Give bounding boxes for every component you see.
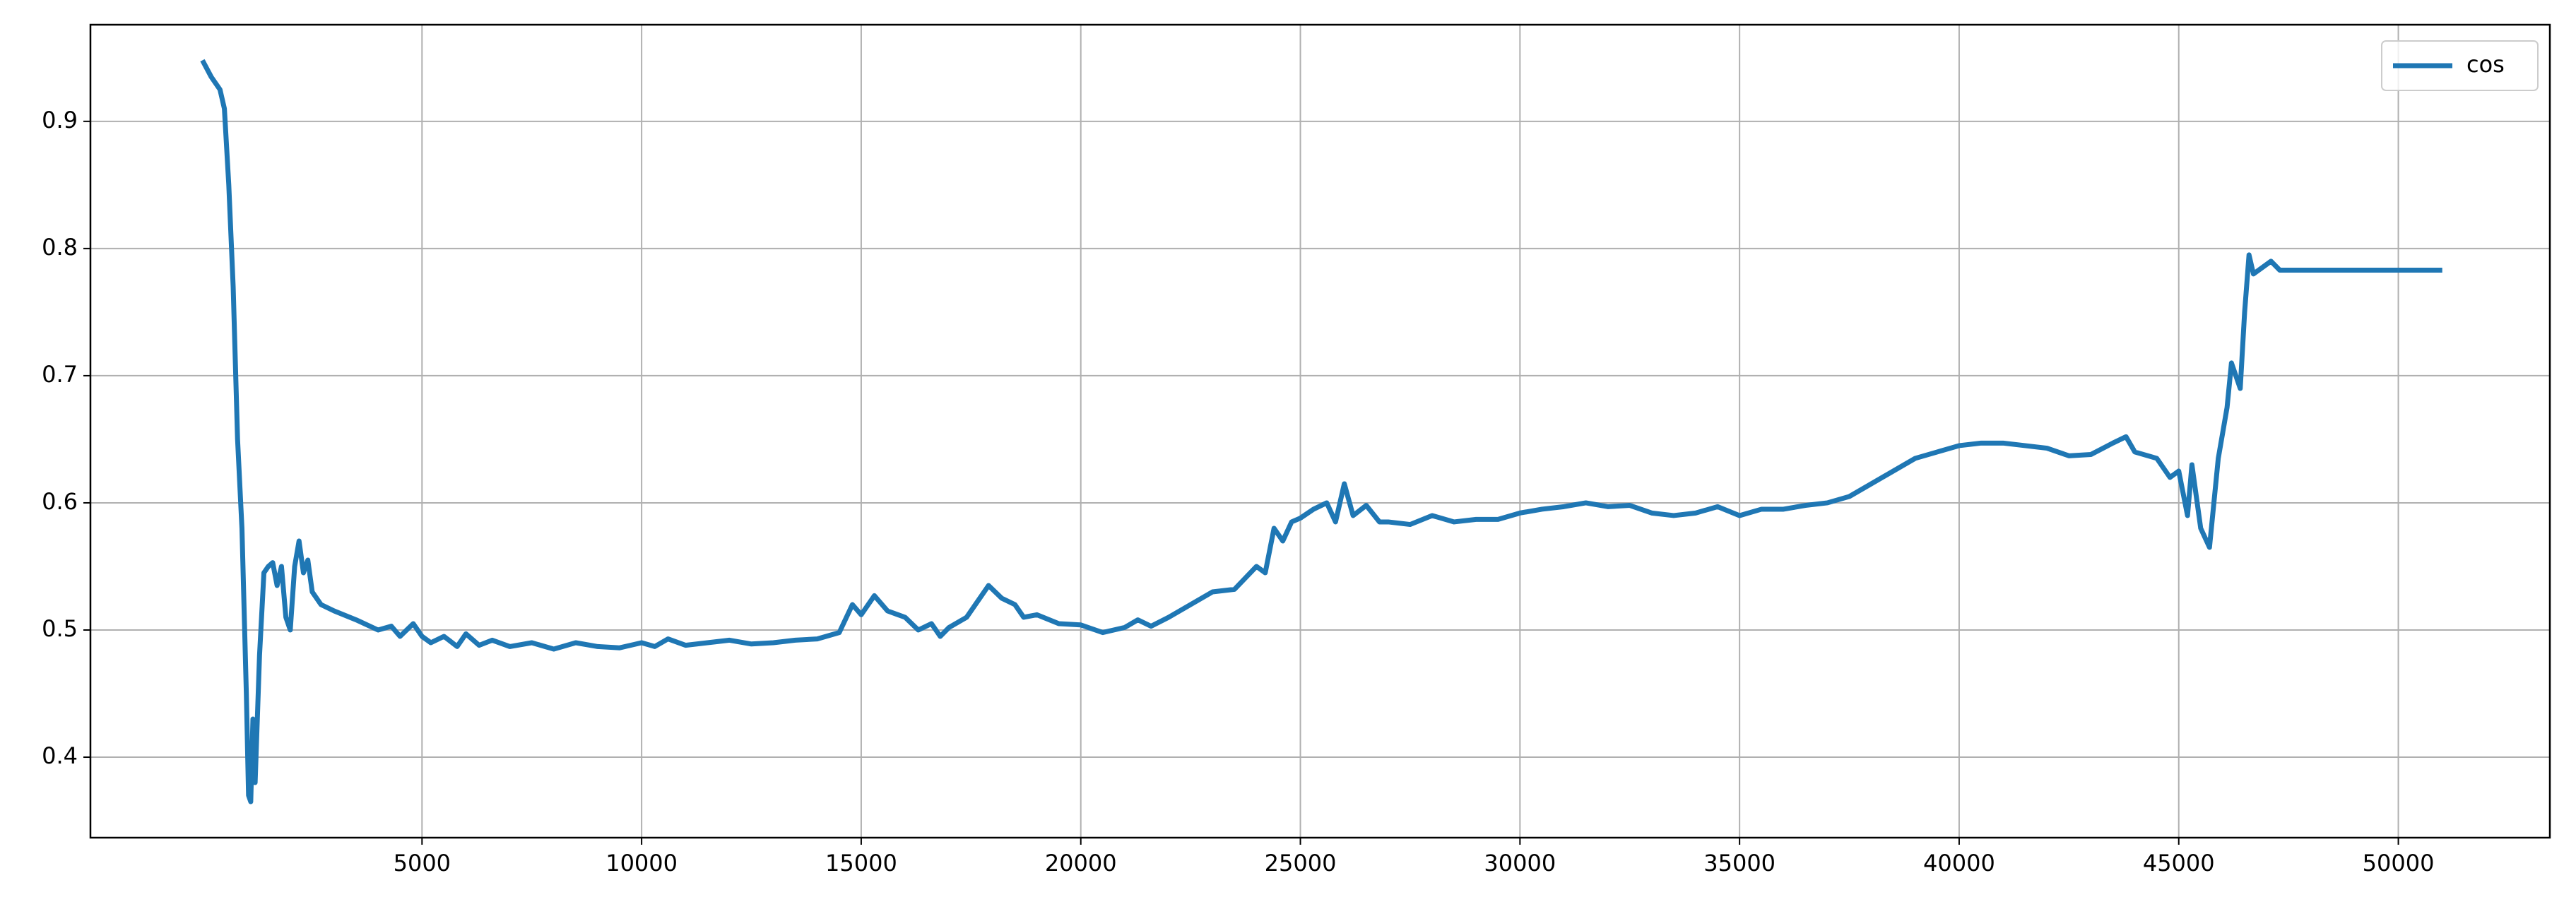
line-series — [200, 59, 2442, 804]
x-tick-label: 45000 — [2143, 850, 2215, 877]
axes-frame — [89, 23, 2551, 839]
legend-label: cos — [2466, 51, 2505, 78]
y-tick-label: 0.6 — [42, 488, 78, 515]
y-tick-label: 0.7 — [42, 361, 78, 388]
legend: cos — [2381, 40, 2539, 91]
y-tick-label: 0.4 — [42, 742, 78, 769]
y-tick-label: 0.8 — [42, 234, 78, 261]
y-tick-label: 0.9 — [42, 107, 78, 133]
grid — [90, 25, 2550, 838]
x-tick-label: 30000 — [1484, 850, 1556, 877]
x-tick-label: 5000 — [394, 850, 451, 877]
x-tick-label: 25000 — [1265, 850, 1337, 877]
x-tick-label: 10000 — [605, 850, 678, 877]
x-tick-label: 40000 — [1923, 850, 1995, 877]
y-tick-label: 0.5 — [42, 615, 78, 642]
plot-area — [200, 59, 2442, 804]
legend-box — [2381, 40, 2539, 91]
x-tick-label: 20000 — [1045, 850, 1117, 877]
x-tick-label: 35000 — [1703, 850, 1776, 877]
x-tick-label: 50000 — [2363, 850, 2435, 877]
x-tick-label: 15000 — [825, 850, 897, 877]
